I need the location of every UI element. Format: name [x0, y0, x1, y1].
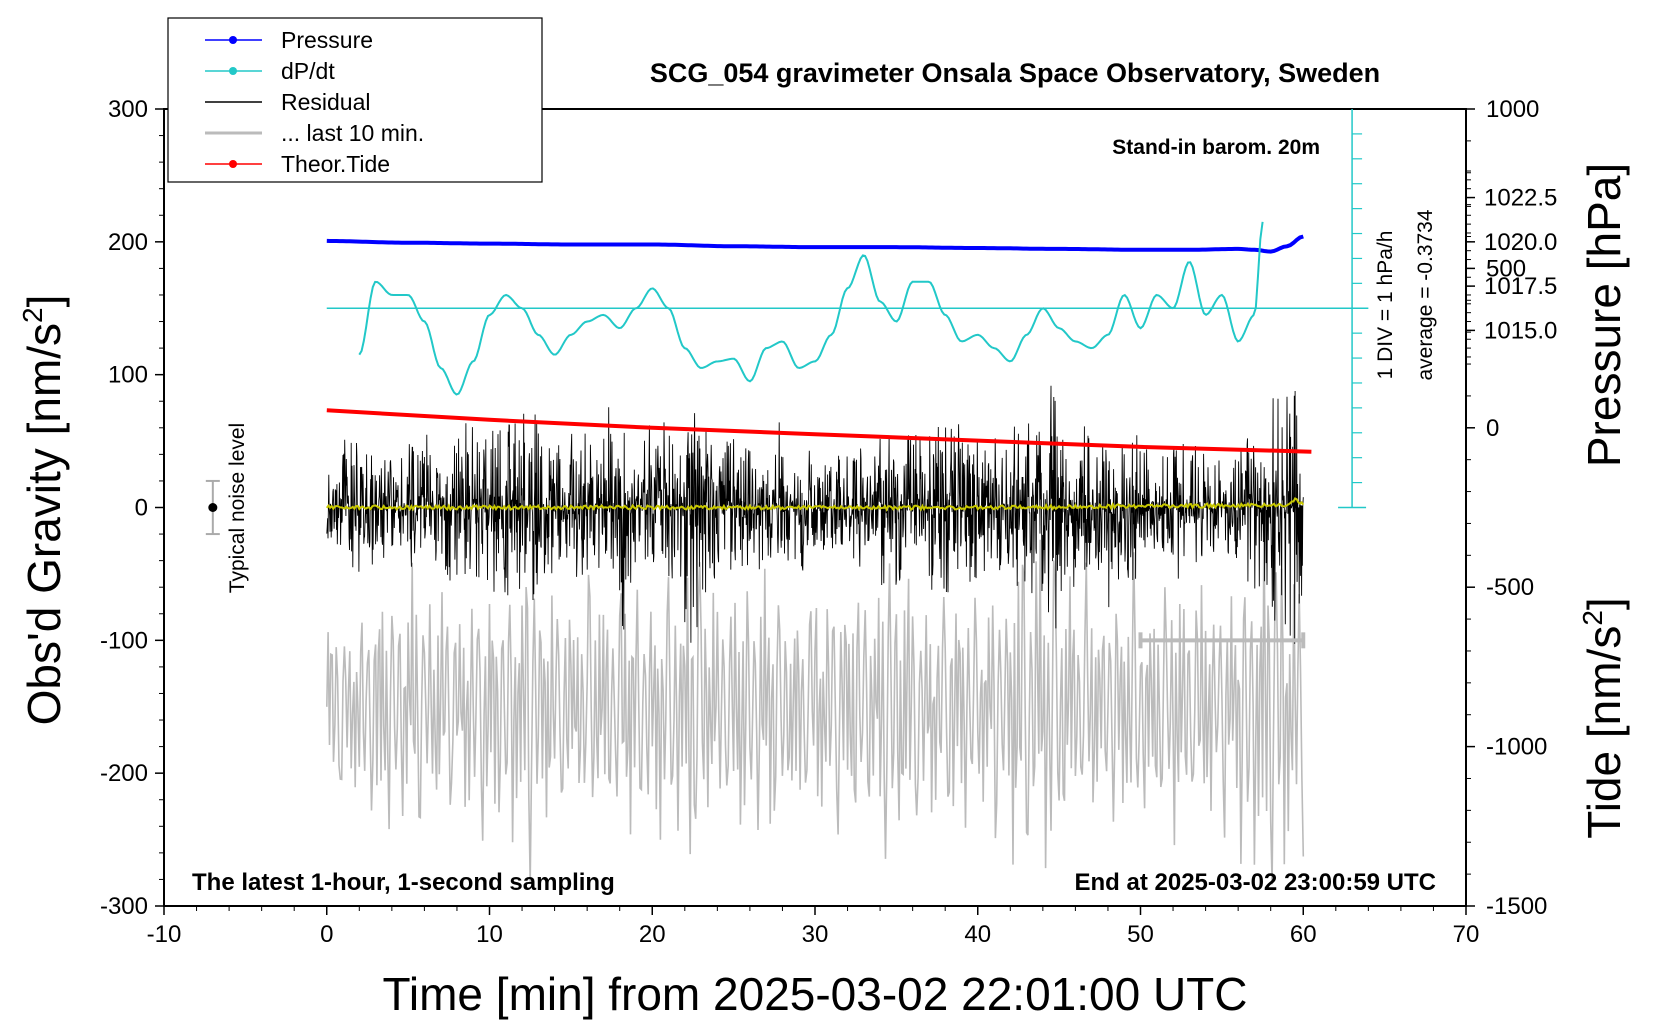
tide-label-sup: 2 — [1577, 610, 1608, 626]
gravity-axis-label: Obs'd Gravity [nm/s2] — [17, 295, 70, 726]
tide-series — [326, 408, 1312, 454]
pressure-tick-label: 1020.0 — [1484, 229, 1557, 256]
end-note: End at 2025-03-02 23:00:59 UTC — [1075, 869, 1437, 896]
pressure-tick-label: 1015.0 — [1484, 317, 1557, 344]
legend-marker — [229, 160, 237, 168]
gravity-label-suffix: ] — [18, 295, 70, 308]
residual-mean-trace — [325, 497, 1305, 512]
x-axis-ticks: -10 0 10 20 30 40 50 60 70 — [147, 906, 1480, 948]
last10-series — [326, 521, 1305, 885]
tide-axis-label: Tide [nm/s2] — [1577, 597, 1630, 838]
pressure-tick-label: 1022.5 — [1484, 185, 1557, 212]
bars — [205, 479, 1306, 649]
dpdt-div-note: 1 DIV = 1 hPa/h — [1374, 231, 1397, 380]
latest-note: The latest 1-hour, 1-second sampling — [192, 869, 615, 896]
legend-marker — [229, 67, 237, 75]
x-tick-label: 40 — [964, 921, 991, 948]
tide-tick-label: -500 — [1486, 574, 1534, 601]
tide-label-prefix: Tide [nm/s — [1578, 626, 1630, 839]
x-tick-label: 70 — [1453, 921, 1480, 948]
gravity-tick-label: -200 — [100, 760, 148, 787]
x-axis-label: Time [min] from 2025-03-02 22:01:00 UTC — [383, 968, 1248, 1020]
tide-label-suffix: ] — [1578, 597, 1630, 610]
gravity-tick-label: 100 — [108, 362, 148, 389]
average-note: average = -0.3734 — [1414, 209, 1437, 380]
residual-trace — [326, 385, 1304, 644]
dpdt-trace — [358, 221, 1264, 396]
x-tick-label: 20 — [639, 921, 666, 948]
tide-tick-label: -1500 — [1486, 893, 1547, 920]
legend: Pressure dP/dt Residual ... last 10 min. The… — [167, 17, 543, 183]
gravity-label-prefix: Obs'd Gravity [nm/s — [18, 323, 70, 725]
barometer-note: Stand-in barom. 20m — [1112, 136, 1320, 159]
residual-mean-series — [325, 497, 1305, 512]
legend-label: Theor.Tide — [281, 151, 390, 177]
last10-trace — [326, 521, 1305, 885]
gravity-tick-label: -300 — [100, 893, 148, 920]
gravity-label-sup: 2 — [17, 307, 48, 323]
noise-bar-dot — [208, 503, 218, 512]
gravity-tick-label: 200 — [108, 229, 148, 256]
dpdt-axis — [326, 109, 1369, 509]
pressure-tick-label: 1017.5 — [1484, 273, 1557, 300]
x-tick-label: 10 — [476, 921, 503, 948]
residual-series — [326, 385, 1304, 644]
dpdt-series — [358, 221, 1264, 396]
chart-title: SCG_054 gravimeter Onsala Space Observat… — [650, 58, 1380, 88]
legend-label: Pressure — [281, 27, 373, 53]
pressure-axis-label: Pressure [hPa] — [1578, 163, 1630, 467]
pressure-series — [326, 234, 1304, 254]
tide-tick-label: -1000 — [1486, 734, 1547, 761]
tide-axis-ticks: 1000 500 0 -500 -1000 -1500 — [1466, 96, 1547, 920]
x-tick-label: 60 — [1290, 921, 1317, 948]
gravity-tick-label: 0 — [135, 495, 148, 522]
noise-note: Typical noise level — [226, 423, 249, 593]
gravity-tick-label: 300 — [108, 96, 148, 123]
pressure-axis-ticks: 1022.5 1020.0 1017.5 1015.0 — [1466, 170, 1557, 358]
legend-marker — [229, 36, 237, 44]
tide-tick-label: 500 — [1486, 255, 1526, 282]
x-tick-label: 30 — [802, 921, 829, 948]
gravity-tick-label: -100 — [100, 627, 148, 654]
x-tick-label: 50 — [1127, 921, 1154, 948]
legend-label: dP/dt — [281, 58, 335, 84]
legend-label: ... last 10 min. — [281, 120, 424, 146]
x-tick-label: 0 — [320, 921, 333, 948]
x-tick-label: -10 — [147, 921, 182, 948]
tide-trace — [326, 408, 1312, 454]
tide-tick-label: 0 — [1486, 415, 1499, 442]
legend-box — [167, 17, 543, 183]
legend-label: Residual — [281, 89, 371, 115]
pressure-trace — [326, 234, 1304, 254]
gravity-axis-ticks: 300 200 100 0 -100 -200 -300 — [100, 96, 164, 920]
tide-tick-label: 1000 — [1486, 96, 1539, 123]
